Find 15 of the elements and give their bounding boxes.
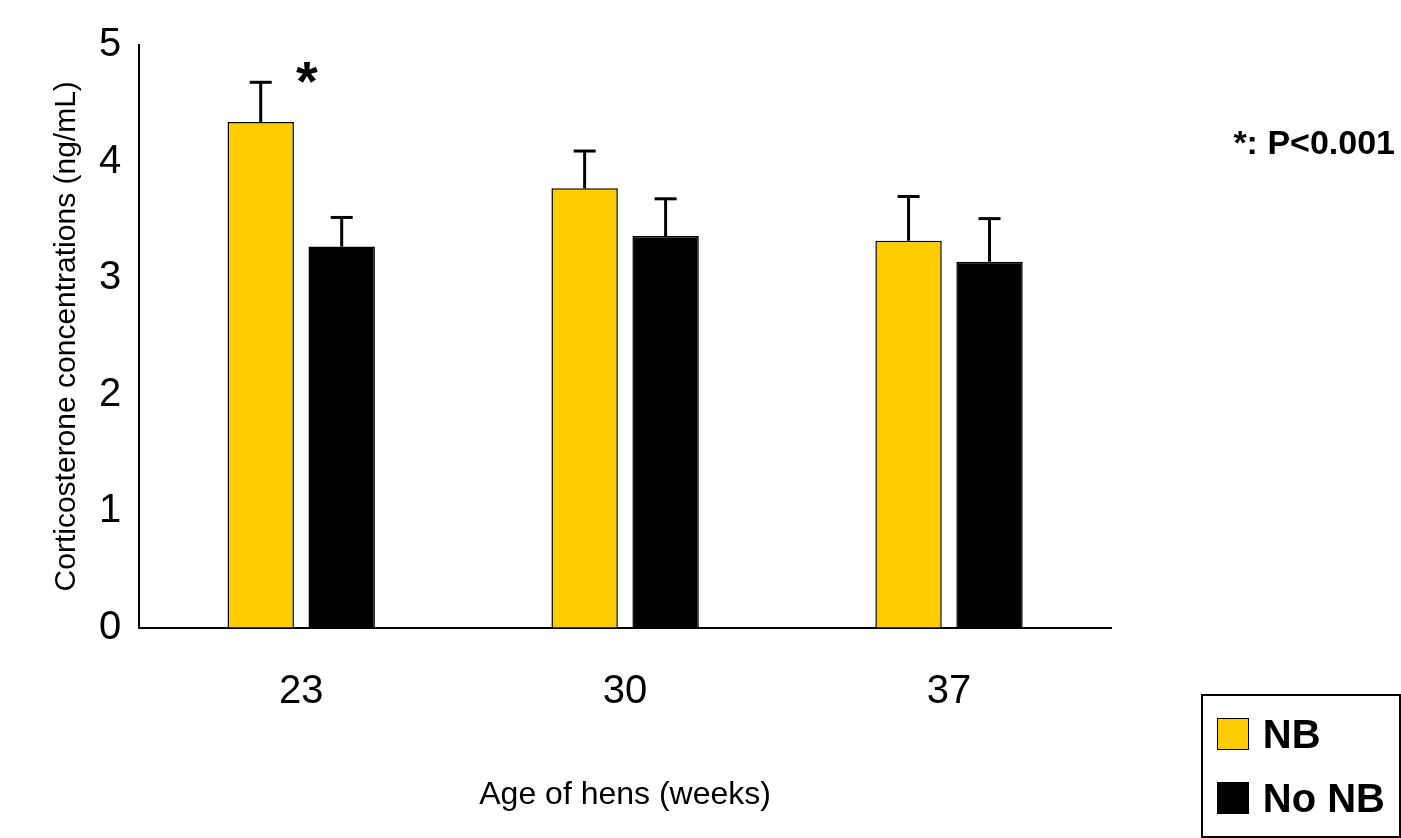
y-tick-label: 0 [99,602,122,647]
annotation: * [295,49,318,113]
x-tick-label: 37 [926,666,972,711]
legend-label: No NB [1262,775,1385,821]
text: *: P<0.001 [1233,123,1395,162]
y-tick-label: 5 [99,20,122,65]
y-axis-title: Corticosterone concentrations (ng/mL) [48,81,82,592]
x-tick-label: 23 [278,666,324,711]
y-tick-label: 3 [99,253,122,298]
x-tick-label: 30 [602,666,648,711]
y-tick-label: 4 [99,136,122,181]
x-axis-title: Age of hens (weeks) [479,774,771,811]
y-tick-label: 1 [99,486,122,531]
legend-label: NB [1262,711,1321,757]
y-tick-label: 2 [99,369,122,414]
